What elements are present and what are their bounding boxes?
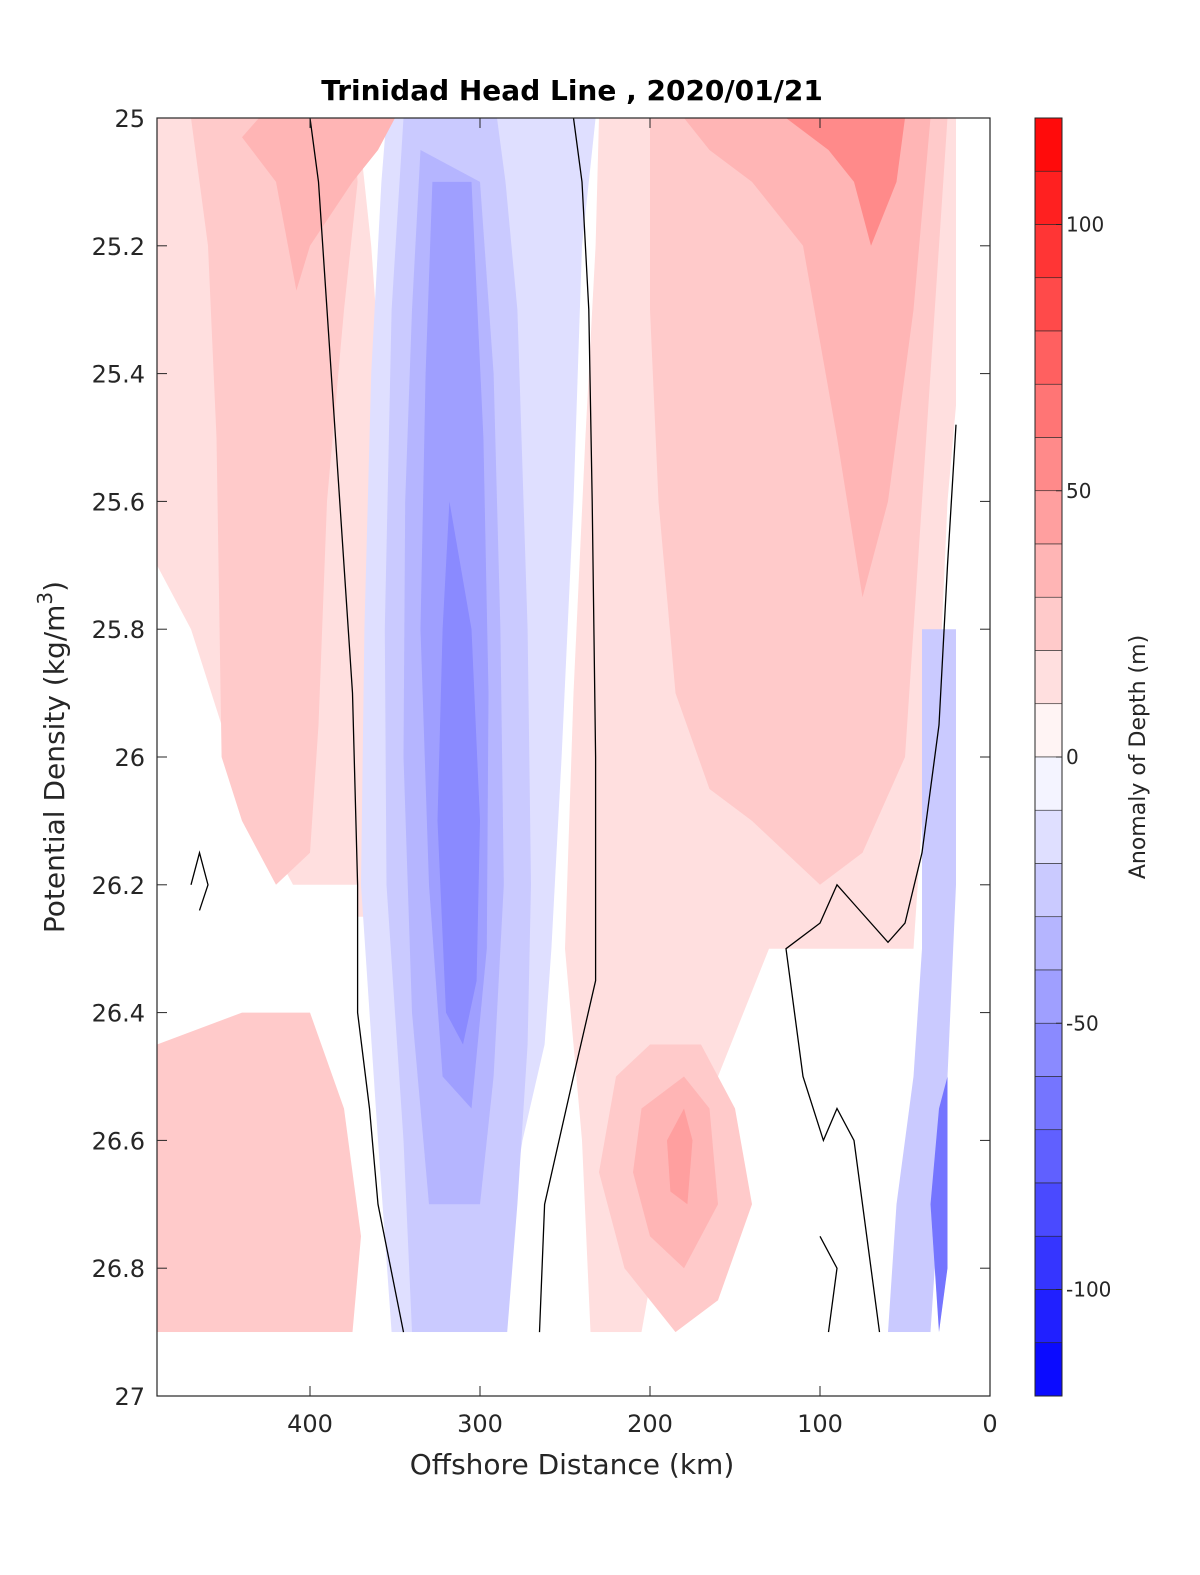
contour-line-zero-small-west <box>190 850 209 911</box>
y-tick-label: 25.8 <box>92 616 145 644</box>
colorbar-level <box>1034 1022 1063 1077</box>
y-tick-label: 25.2 <box>92 233 145 261</box>
colorbar-level <box>1034 383 1063 438</box>
colorbar-levels <box>1034 117 1063 1397</box>
colorbar-level <box>1034 969 1063 1024</box>
contour-region-inshore-pos-40-core <box>667 1108 693 1205</box>
colorbar-level <box>1034 863 1063 918</box>
colorbar-level <box>1034 809 1063 864</box>
contour-fill-layer <box>157 118 990 1396</box>
x-tick-label: 100 <box>797 1410 843 1438</box>
y-tick-label: 26.8 <box>92 1255 145 1283</box>
y-axis-label: Potential Density (kg/m3) <box>33 581 71 933</box>
contour-line-zero-small-east <box>819 1235 838 1333</box>
colorbar-level <box>1034 1289 1063 1344</box>
no-data-region-deep <box>157 1332 990 1396</box>
contour-region-inshore-pos-50-core <box>786 118 905 246</box>
colorbar-level <box>1034 1342 1063 1397</box>
colorbar: 100 50 0 -50 -100 Anomaly of Depth (m) <box>1034 117 1151 1397</box>
x-tick-label: 300 <box>457 1410 503 1438</box>
colorbar-tick-label: -50 <box>1066 1011 1099 1035</box>
colorbar-level <box>1034 117 1063 172</box>
colorbar-level <box>1034 916 1063 971</box>
x-tick-label: 200 <box>627 1410 673 1438</box>
colorbar-tick-label: 50 <box>1066 479 1091 503</box>
colorbar-level <box>1034 437 1063 492</box>
colorbar-level <box>1034 170 1063 225</box>
y-tick-label: 26.6 <box>92 1127 145 1155</box>
colorbar-level <box>1034 596 1063 651</box>
colorbar-level <box>1034 1182 1063 1237</box>
colorbar-ticks: 100 50 0 -50 -100 <box>1056 213 1111 1302</box>
y-axis-label-main: Potential Density (kg/m <box>38 605 71 934</box>
y-tick-label: 26.4 <box>92 1000 145 1028</box>
colorbar-level <box>1034 650 1063 705</box>
colorbar-level <box>1034 330 1063 385</box>
contour-line-zero-coastal <box>785 424 957 1333</box>
plot-area: 400 300 200 100 0 25 25.2 25.4 25.6 25.8 26 26.2 26… <box>92 105 998 1438</box>
colorbar-level <box>1034 543 1063 598</box>
y-axis-label-close: ) <box>38 581 71 592</box>
colorbar-level <box>1034 1076 1063 1131</box>
contour-region-inshore-pos-30-band <box>684 118 931 598</box>
y-tick-label: 25 <box>114 105 145 133</box>
colorbar-level <box>1034 277 1063 332</box>
y-axis-label-superscript: 3 <box>33 592 57 605</box>
colorbar-level <box>1034 1129 1063 1184</box>
contour-region-offshore-pos-lower <box>157 1012 361 1333</box>
colorbar-level <box>1034 756 1063 811</box>
x-tick-label: 400 <box>287 1410 333 1438</box>
y-tick-label: 27 <box>114 1383 145 1411</box>
contour-line-zero-offshore-east <box>538 118 597 1333</box>
chart-title: Trinidad Head Line , 2020/01/21 <box>321 74 823 107</box>
colorbar-label: Anomaly of Depth (m) <box>1126 635 1151 879</box>
colorbar-level <box>1034 490 1063 545</box>
contour-line-zero-offshore-west <box>309 118 405 1333</box>
y-tick-label: 26.2 <box>92 872 145 900</box>
y-axis-ticks: 25 25.2 25.4 25.6 25.8 26 26.2 26.4 26.6 26.8 27 <box>92 105 990 1411</box>
contour-region-coastal-neg-core <box>930 1076 948 1333</box>
colorbar-tick-label: 0 <box>1066 745 1079 769</box>
x-tick-label: 0 <box>982 1410 997 1438</box>
x-axis-ticks: 400 300 200 100 0 <box>287 118 998 1438</box>
contour-region-offshore-neg-50-core <box>437 501 480 1045</box>
y-tick-label: 26 <box>114 744 145 772</box>
y-tick-label: 25.4 <box>92 361 145 389</box>
x-axis-label: Offshore Distance (km) <box>410 1448 735 1481</box>
colorbar-tick-label: -100 <box>1066 1278 1111 1302</box>
colorbar-level <box>1034 224 1063 279</box>
colorbar-level <box>1034 1235 1063 1290</box>
y-tick-label: 25.6 <box>92 488 145 516</box>
zero-contour-layer <box>190 118 957 1333</box>
contour-region-offshore-pos-30 <box>242 118 395 291</box>
colorbar-level <box>1034 703 1063 758</box>
contour-region-offshore-pos-20 <box>157 118 358 885</box>
colorbar-tick-label: 100 <box>1066 213 1104 237</box>
